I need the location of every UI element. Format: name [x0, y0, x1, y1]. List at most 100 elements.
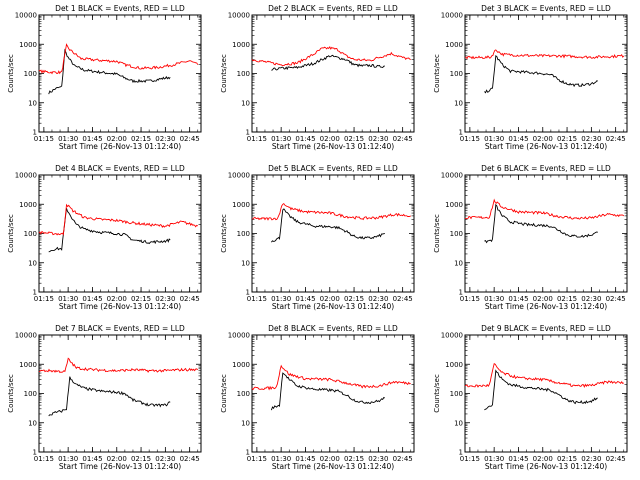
- x-tick-label: 02:00: [533, 135, 553, 143]
- detector-panel: Det 3 BLACK = Events, RED = LLD 1 10 100 100…: [433, 4, 628, 151]
- y-tick-label: 1000: [19, 361, 37, 369]
- plot-frame: [464, 14, 628, 133]
- x-tick-label: 02:15: [131, 295, 151, 303]
- detector-panel: Det 5 BLACK = Events, RED = LLD 1 10 100 100…: [220, 164, 415, 311]
- detector-panel: Det 1 BLACK = Events, RED = LLD 1 10 100 100…: [7, 4, 202, 151]
- y-tick-label: 10000: [15, 12, 37, 20]
- y-tick-label: 10: [28, 419, 37, 427]
- y-tick-label: 1: [459, 129, 463, 137]
- y-tick-label: 100: [24, 390, 37, 398]
- x-axis-label: Start Time (26-Nov-13 01:12:40): [272, 302, 394, 311]
- y-tick-label: 100: [237, 390, 250, 398]
- y-axis-label: Counts/sec: [7, 54, 15, 93]
- x-tick-label: 02:30: [368, 455, 388, 463]
- y-tick-label: 100: [24, 230, 37, 238]
- x-tick-label: 02:45: [180, 455, 200, 463]
- x-tick-label: 01:45: [508, 295, 528, 303]
- events-series-line: [48, 48, 171, 95]
- x-tick-label: 02:15: [557, 295, 577, 303]
- y-axis-label: Counts/sec: [220, 374, 228, 413]
- y-axis-label: Counts/sec: [7, 214, 15, 253]
- y-tick-label: 1000: [232, 361, 250, 369]
- x-axis-label: Start Time (26-Nov-13 01:12:40): [272, 462, 394, 471]
- x-tick-label: 01:15: [460, 455, 480, 463]
- x-tick-label: 02:15: [131, 455, 151, 463]
- x-tick-label: 01:30: [58, 455, 78, 463]
- lld-series-line: [38, 43, 199, 75]
- panel-title: Det 4 BLACK = Events, RED = LLD: [55, 164, 185, 173]
- x-tick-label: 02:45: [606, 455, 626, 463]
- y-tick-label: 100: [237, 230, 250, 238]
- x-tick-label: 02:45: [180, 295, 200, 303]
- y-tick-label: 10000: [15, 172, 37, 180]
- events-series-line: [48, 208, 171, 253]
- y-tick-label: 10000: [441, 12, 463, 20]
- y-tick-label: 10: [28, 99, 37, 107]
- x-tick-label: 02:45: [393, 295, 413, 303]
- x-tick-label: 02:00: [107, 135, 127, 143]
- x-tick-label: 02:45: [606, 135, 626, 143]
- x-tick-label: 02:15: [344, 295, 364, 303]
- panel-title: Det 6 BLACK = Events, RED = LLD: [481, 164, 611, 173]
- x-tick-label: 01:30: [271, 455, 291, 463]
- panel-title: Det 8 BLACK = Events, RED = LLD: [268, 324, 398, 333]
- y-tick-label: 100: [450, 230, 463, 238]
- y-tick-label: 10: [241, 419, 250, 427]
- y-tick-label: 1000: [232, 41, 250, 49]
- x-tick-label: 02:30: [581, 455, 601, 463]
- x-tick-label: 01:15: [247, 135, 267, 143]
- x-tick-label: 01:45: [295, 135, 315, 143]
- x-tick-label: 01:15: [34, 135, 54, 143]
- panel-title: Det 9 BLACK = Events, RED = LLD: [481, 324, 611, 333]
- events-series-line: [484, 369, 598, 411]
- x-axis-label: Start Time (26-Nov-13 01:12:40): [485, 462, 607, 471]
- y-tick-label: 10: [454, 99, 463, 107]
- y-axis-label: Counts/sec: [7, 374, 15, 413]
- x-tick-label: 01:15: [460, 135, 480, 143]
- x-tick-label: 01:30: [271, 295, 291, 303]
- y-tick-label: 10000: [228, 12, 250, 20]
- x-tick-label: 01:15: [247, 455, 267, 463]
- panel-title: Det 2 BLACK = Events, RED = LLD: [268, 4, 398, 13]
- y-tick-label: 1000: [19, 201, 37, 209]
- y-tick-label: 10000: [228, 332, 250, 340]
- y-tick-label: 1000: [445, 201, 463, 209]
- x-tick-label: 01:15: [460, 295, 480, 303]
- y-tick-label: 10000: [228, 172, 250, 180]
- y-tick-label: 100: [450, 390, 463, 398]
- y-tick-label: 1: [33, 289, 37, 297]
- plot-frame: [464, 334, 628, 453]
- detector-panel: Det 4 BLACK = Events, RED = LLD 1 10 100 100…: [7, 164, 202, 311]
- x-tick-label: 02:30: [155, 295, 175, 303]
- lld-series-line: [251, 46, 411, 67]
- detector-panel: Det 6 BLACK = Events, RED = LLD 1 10 100 100…: [433, 164, 628, 311]
- y-tick-label: 1000: [232, 201, 250, 209]
- x-tick-label: 02:45: [606, 295, 626, 303]
- x-axis-label: Start Time (26-Nov-13 01:12:40): [59, 142, 181, 151]
- x-tick-label: 01:45: [508, 135, 528, 143]
- x-tick-label: 01:15: [247, 295, 267, 303]
- y-tick-label: 1: [33, 129, 37, 137]
- x-axis-label: Start Time (26-Nov-13 01:12:40): [59, 302, 181, 311]
- y-axis-label: Counts/sec: [433, 54, 441, 93]
- y-tick-label: 1: [459, 449, 463, 457]
- x-tick-label: 02:00: [533, 295, 553, 303]
- events-series-line: [484, 203, 598, 244]
- lld-series-line: [464, 49, 625, 60]
- x-axis-label: Start Time (26-Nov-13 01:12:40): [59, 462, 181, 471]
- y-tick-label: 100: [450, 70, 463, 78]
- x-tick-label: 02:15: [557, 455, 577, 463]
- panel-title: Det 3 BLACK = Events, RED = LLD: [481, 4, 611, 13]
- detector-panel: Det 8 BLACK = Events, RED = LLD 1 10 100 100…: [220, 324, 415, 471]
- x-tick-label: 02:00: [107, 295, 127, 303]
- x-tick-label: 01:45: [82, 135, 102, 143]
- panel-title: Det 7 BLACK = Events, RED = LLD: [55, 324, 185, 333]
- y-tick-label: 1: [246, 129, 250, 137]
- x-tick-label: 02:30: [581, 295, 601, 303]
- y-tick-label: 1: [246, 289, 250, 297]
- x-tick-label: 02:15: [557, 135, 577, 143]
- x-tick-label: 02:15: [344, 455, 364, 463]
- y-tick-label: 1000: [445, 41, 463, 49]
- x-tick-label: 01:45: [295, 295, 315, 303]
- y-tick-label: 10: [28, 259, 37, 267]
